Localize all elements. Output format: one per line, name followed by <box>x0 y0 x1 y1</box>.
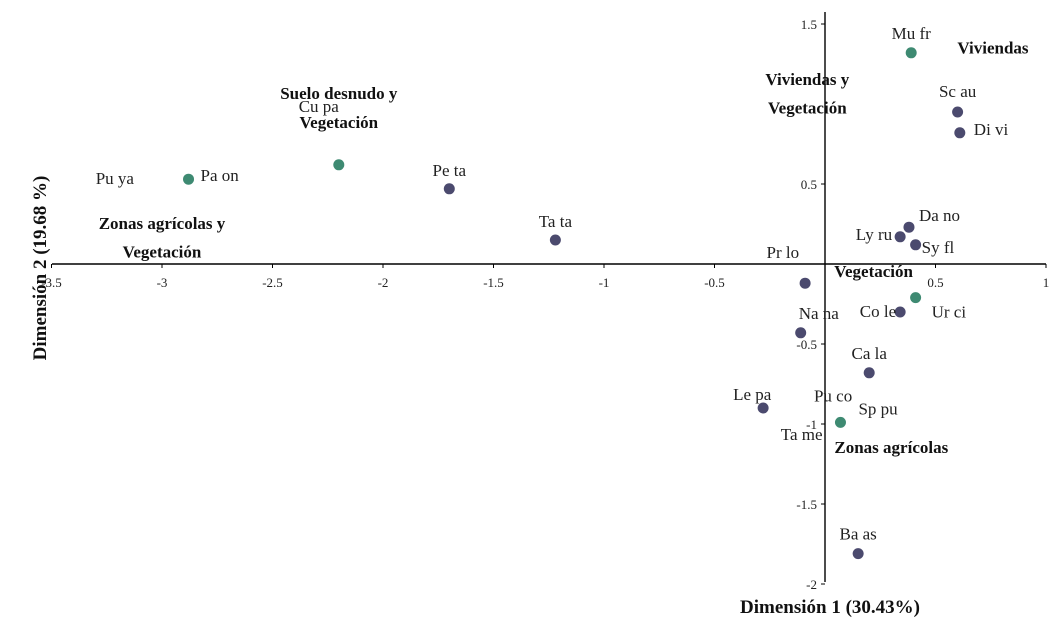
annotation-suelo-desnudo-y: Suelo desnudo y <box>280 84 398 103</box>
point-pe-ta <box>443 183 455 195</box>
point-label-ta-ta: Ta ta <box>539 212 573 231</box>
y-axis-title: Dimensión 2 (19.68 %) <box>30 176 51 361</box>
point-label-pe-ta: Pe ta <box>433 161 467 180</box>
point-le-pa <box>757 402 769 414</box>
point-label-le-pa: Le pa <box>733 385 772 404</box>
x-axis-title: Dimensión 1 (30.43%) <box>740 597 920 618</box>
annotation-vegetación: Vegetación <box>299 113 378 132</box>
point-label-mu-fr: Mu fr <box>892 24 932 43</box>
point-label-da-no: Da no <box>919 206 960 225</box>
y-tick-label: 1.5 <box>801 17 817 32</box>
point-sc-au <box>952 106 964 118</box>
annotation-vegetación: Vegetación <box>768 99 847 118</box>
annotation-pu-ya: Pu ya <box>96 169 135 188</box>
y-tick-label: -1.5 <box>796 497 817 512</box>
x-tick-label: -1.5 <box>483 275 504 290</box>
annotation-vegetación: Vegetación <box>834 262 913 281</box>
y-tick-label: -0.5 <box>796 337 817 352</box>
point-pa-on <box>183 173 195 185</box>
point-da-no <box>903 221 915 233</box>
x-tick-label: -3 <box>157 275 168 290</box>
annotation-vegetación: Vegetación <box>123 243 202 262</box>
point-sp-pu <box>834 416 846 428</box>
point-label-sy-fl: Sy fl <box>922 238 955 257</box>
point-label-sc-au: Sc au <box>939 82 977 101</box>
y-tick-label: -2 <box>806 577 817 592</box>
annotation-ta-me: Ta me <box>781 425 823 444</box>
x-tick-label: -2.5 <box>262 275 283 290</box>
point-ca-la <box>863 367 875 379</box>
point-co-le <box>894 306 906 318</box>
point-label-ca-la: Ca la <box>851 344 887 363</box>
point-label-pr-lo: Pr lo <box>767 243 800 262</box>
point-label-ba-as: Ba as <box>840 525 877 544</box>
annotation-viviendas-y: Viviendas y <box>765 70 849 89</box>
point-label-di-vi: Di vi <box>974 120 1009 139</box>
annotation-zonas-agrícolas-y: Zonas agrícolas y <box>99 214 226 233</box>
point-label-na-na: Na na <box>799 304 840 323</box>
point-sy-fl <box>910 239 922 251</box>
point-mu-fr <box>905 47 917 59</box>
x-tick-label: 1 <box>1043 275 1050 290</box>
point-label-ly-ru: Ly ru <box>856 225 893 244</box>
point-label-sp-pu: Sp pu <box>858 399 898 418</box>
point-label-cu-pa: Cu pa <box>299 97 340 116</box>
point-di-vi <box>954 127 966 139</box>
point-label-viviendas: Viviendas <box>957 38 1029 57</box>
y-tick-label: -1 <box>806 417 817 432</box>
point-label-pa-on: Pa on <box>201 166 240 185</box>
point-ta-ta <box>549 234 561 246</box>
x-tick-label: -2 <box>378 275 389 290</box>
y-tick-label: 0.5 <box>801 177 817 192</box>
point-label-co-le: Co le <box>860 302 896 321</box>
point-label-ur-ci: Ur ci <box>932 303 967 322</box>
x-tick-label: -3.5 <box>41 275 62 290</box>
annotation-zonas-agrícolas: Zonas agrícolas <box>834 438 948 457</box>
x-tick-label: -1 <box>599 275 610 290</box>
point-pr-lo <box>799 277 811 289</box>
annotation-pu-co: Pu co <box>814 387 852 406</box>
point-cu-pa <box>333 159 345 171</box>
x-tick-label: 0.5 <box>927 275 943 290</box>
point-ly-ru <box>894 231 906 243</box>
point-ur-ci <box>910 292 922 304</box>
point-na-na <box>795 327 807 339</box>
point-ba-as <box>852 548 864 560</box>
x-tick-label: -0.5 <box>704 275 725 290</box>
